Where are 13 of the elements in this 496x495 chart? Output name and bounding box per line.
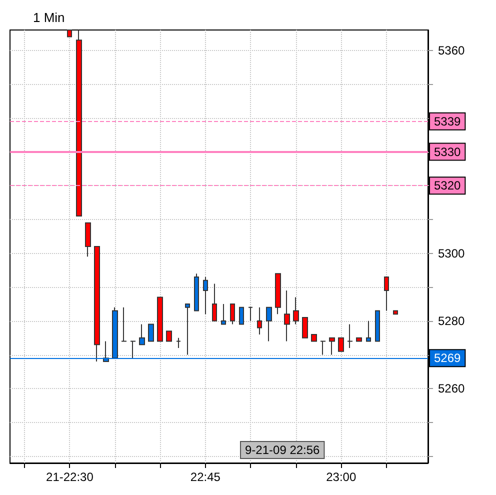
x-tick-label: 23:00 — [326, 470, 356, 484]
ref-line-label: 5269 — [434, 351, 462, 366]
ref-line-label: 5330 — [434, 144, 462, 159]
y-tick-label: 5260 — [438, 382, 466, 396]
annotation: 9-21-09 22:56 — [245, 443, 320, 457]
x-tick-label: 21-22:30 — [46, 470, 94, 484]
ref-line-label: 5320 — [434, 178, 462, 193]
y-tick-label: 5300 — [438, 246, 466, 260]
y-tick-label: 5280 — [438, 314, 466, 328]
chart-title: 1 Min — [33, 10, 65, 25]
y-tick-label: 5360 — [438, 43, 466, 58]
x-tick-label: 22:45 — [190, 470, 221, 484]
ref-line-label: 5339 — [434, 114, 462, 128]
